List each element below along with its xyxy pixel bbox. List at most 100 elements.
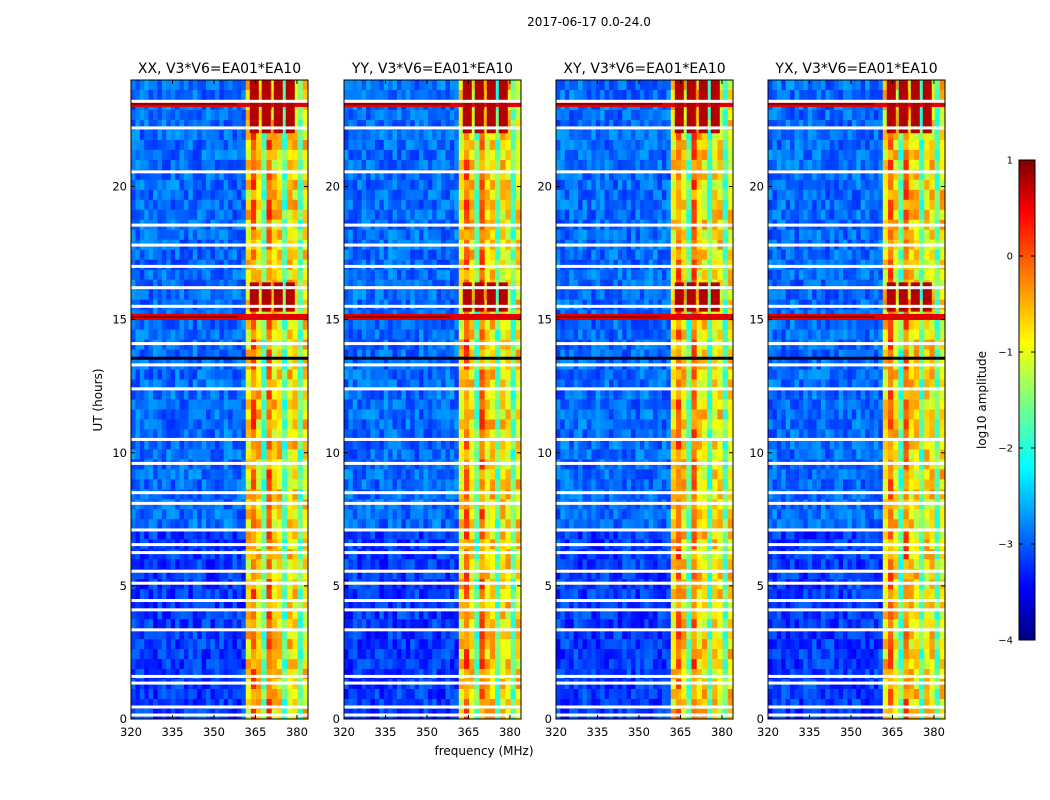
heatmap-cell xyxy=(206,659,212,670)
heatmap-cell xyxy=(157,529,163,540)
heatmap-cell xyxy=(276,589,283,600)
heatmap-cell xyxy=(223,389,229,401)
heatmap-cell xyxy=(388,429,394,441)
heatmap-cell xyxy=(236,519,242,530)
heatmap-cell xyxy=(250,379,257,391)
heatmap-cell xyxy=(197,379,203,391)
heatmap-cell xyxy=(419,159,425,171)
heatmap-cell xyxy=(484,479,491,490)
heatmap-cell xyxy=(297,159,304,171)
heatmap-cell xyxy=(366,179,372,191)
heatmap-cell xyxy=(302,669,308,680)
heatmap-cell xyxy=(188,549,194,560)
heatmap-cell xyxy=(515,169,521,181)
heatmap-cell xyxy=(469,169,475,181)
heatmap-cell xyxy=(197,269,203,281)
heatmap-cell xyxy=(396,279,402,291)
heatmap-cell xyxy=(388,529,394,540)
heatmap-cell xyxy=(131,159,137,171)
heatmap-cell xyxy=(445,189,451,201)
heatmap-cell xyxy=(297,569,304,580)
heatmap-cell xyxy=(414,409,420,421)
heatmap-cell xyxy=(484,599,491,610)
heatmap-cell xyxy=(479,569,486,580)
heatmap-cell xyxy=(219,569,225,580)
flagged-row xyxy=(344,363,521,367)
heatmap-cell xyxy=(469,419,475,431)
heatmap-cell xyxy=(219,139,225,151)
heatmap-cell xyxy=(256,489,262,500)
heatmap-cell xyxy=(232,549,238,560)
heatmap-cell xyxy=(276,389,283,401)
heatmap-cell xyxy=(479,449,486,461)
heatmap-cell xyxy=(515,509,521,520)
heatmap-cell xyxy=(463,649,470,660)
heatmap-cell xyxy=(183,519,189,530)
heatmap-cell xyxy=(148,609,154,620)
heatmap-cell xyxy=(374,519,380,530)
heatmap-cell xyxy=(241,449,247,461)
heatmap-cell xyxy=(271,269,278,281)
heatmap-cell xyxy=(219,449,225,461)
heatmap-cell xyxy=(170,139,176,151)
heatmap-cell xyxy=(261,379,268,391)
heatmap-cell xyxy=(463,689,470,700)
heatmap-cell xyxy=(383,629,389,640)
heatmap-cell xyxy=(250,469,257,480)
flagged-row xyxy=(344,264,521,268)
heatmap-cell xyxy=(348,519,354,530)
heatmap-cell xyxy=(370,209,376,221)
heatmap-cell xyxy=(245,489,252,500)
heatmap-cell xyxy=(484,139,491,151)
heatmap-cell xyxy=(282,489,288,500)
heatmap-cell xyxy=(188,369,194,381)
heatmap-cell xyxy=(445,319,451,331)
heatmap-cell xyxy=(157,229,163,241)
heatmap-cell xyxy=(139,229,145,241)
heatmap-cell xyxy=(383,119,389,131)
heatmap-cell xyxy=(505,209,512,221)
heatmap-cell xyxy=(495,529,501,540)
heatmap-cell xyxy=(344,669,350,680)
heatmap-cell xyxy=(388,489,394,500)
heatmap-cell xyxy=(370,279,376,291)
heatmap-cell xyxy=(161,329,167,341)
heatmap-cell xyxy=(188,159,194,171)
heatmap-cell xyxy=(179,399,185,411)
flagged-row xyxy=(131,674,308,678)
heatmap-cell xyxy=(153,389,159,401)
heatmap-cell xyxy=(135,619,141,630)
heatmap-cell xyxy=(210,519,216,530)
heatmap-cell xyxy=(302,289,308,301)
heatmap-cell xyxy=(228,619,234,630)
heatmap-cell xyxy=(219,439,225,451)
heatmap-cell xyxy=(192,439,198,451)
heatmap-cell xyxy=(489,439,496,451)
heatmap-cell xyxy=(401,319,407,331)
heatmap-cell xyxy=(419,80,425,91)
heatmap-cell xyxy=(241,369,247,381)
heatmap-cell xyxy=(500,689,507,700)
heatmap-cell xyxy=(410,289,416,301)
heatmap-cell xyxy=(266,589,273,600)
heatmap-cell xyxy=(148,329,154,341)
heatmap-cell xyxy=(410,629,416,640)
heatmap-cell xyxy=(419,619,425,630)
heatmap-cell xyxy=(188,659,194,670)
heatmap-cell xyxy=(405,489,411,500)
heatmap-cell xyxy=(188,639,194,650)
heatmap-cell xyxy=(170,689,176,700)
flagged-row xyxy=(344,243,521,247)
heatmap-cell xyxy=(266,519,273,530)
heatmap-cell xyxy=(388,549,394,560)
heatmap-cell xyxy=(445,129,451,141)
heatmap-cell xyxy=(245,419,252,431)
heatmap-cell xyxy=(250,689,257,700)
heatmap-cell xyxy=(432,559,438,570)
heatmap-cell xyxy=(352,629,358,640)
heatmap-cell xyxy=(236,89,242,101)
heatmap-cell xyxy=(271,319,278,331)
heatmap-cell xyxy=(201,549,207,560)
heatmap-cell xyxy=(379,469,385,480)
heatmap-cell xyxy=(432,589,438,600)
